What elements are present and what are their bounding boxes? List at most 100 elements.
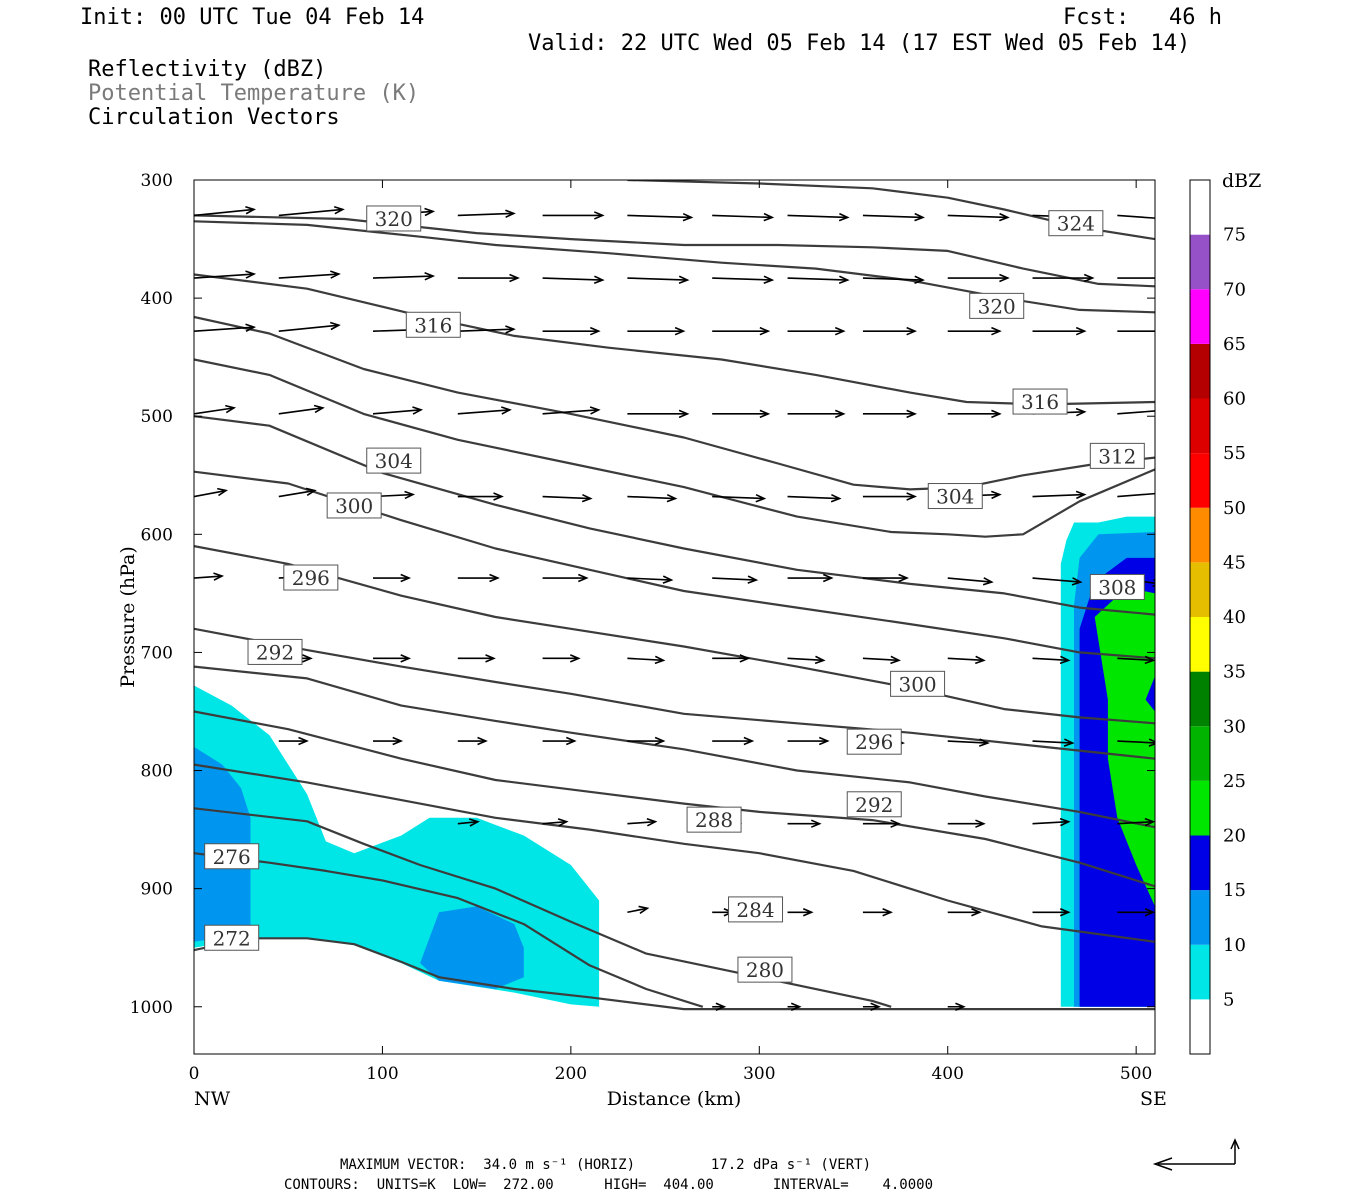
colorbar-level-label: 50 — [1223, 498, 1246, 519]
colorbar-frame — [1189, 179, 1211, 1055]
x-tick-label: 400 — [931, 1064, 963, 1084]
isentrope-label-text: 304 — [936, 485, 974, 509]
isentrope-label-text: 296 — [292, 566, 330, 590]
circulation-vector — [457, 273, 520, 283]
colorbar-swatch — [1190, 343, 1210, 399]
colorbar-swatch — [1190, 780, 1210, 836]
circulation-vector — [278, 487, 317, 498]
isentrope-label-box — [728, 896, 784, 923]
circulation-vector — [712, 575, 759, 584]
isentrope-label-box — [1048, 210, 1104, 237]
colorbar-level-label: 40 — [1223, 607, 1246, 628]
isentrope-label: 272 — [204, 924, 260, 951]
circulation-vector — [787, 655, 826, 665]
isentrope-label-box — [1089, 442, 1145, 469]
x-tick-label: 500 — [1120, 1064, 1152, 1084]
field-circulation-vectors: Circulation Vectors — [88, 105, 340, 130]
circulation-vector — [947, 577, 994, 586]
circulation-vector — [947, 738, 990, 747]
colorbar-swatch — [1190, 234, 1210, 290]
circulation-vector — [542, 326, 601, 336]
colorbar-swatch — [1190, 999, 1210, 1054]
circulation-vector — [627, 275, 690, 285]
circulation-vector — [862, 819, 901, 828]
colorbar-swatch — [1190, 944, 1210, 1000]
isentrope-label-text: 316 — [414, 313, 452, 337]
circulation-vector — [278, 270, 341, 279]
reflectivity-d10-region — [420, 906, 524, 989]
circulation-vector — [787, 908, 814, 917]
isentrope-label-text: 288 — [695, 808, 733, 832]
isentrope-label: 320 — [969, 292, 1025, 319]
isentrope-312 — [194, 358, 1155, 538]
colorbar-level-label: 30 — [1223, 716, 1246, 737]
colorbar-level-label: 45 — [1223, 552, 1246, 573]
circulation-vector — [787, 409, 846, 419]
circulation-vector — [862, 409, 917, 419]
isentrope-296 — [194, 627, 1155, 760]
circulation-vector — [712, 654, 751, 663]
circulation-vector — [373, 736, 404, 746]
circulation-vector — [862, 573, 909, 583]
colorbar-level-label: 65 — [1223, 334, 1246, 355]
circulation-vector — [194, 572, 225, 581]
circulation-vector — [542, 736, 577, 746]
field-reflectivity: Reflectivity (dBZ) — [88, 57, 327, 82]
isentrope-label-box — [204, 924, 260, 951]
circulation-vector — [372, 406, 424, 415]
isentrope-label-text: 292 — [256, 640, 294, 664]
isentrope-label-box — [1089, 573, 1145, 600]
circulation-vector — [542, 406, 601, 415]
circulation-vector — [1032, 577, 1083, 586]
colorbar-swatch — [1190, 671, 1210, 727]
nw-end-label: NW — [194, 1088, 231, 1110]
circulation-vector — [542, 275, 605, 285]
x-tick-label: 0 — [189, 1064, 200, 1084]
colorbar-swatch — [1190, 289, 1210, 344]
isentrope-label: 292 — [247, 638, 303, 665]
reference-vector-icon — [1152, 1138, 1240, 1171]
colorbar-title: dBZ — [1222, 170, 1261, 192]
colorbar-swatch — [1190, 507, 1210, 563]
isentrope-label: 304 — [366, 447, 422, 474]
circulation-vector — [194, 487, 229, 498]
colorbar-level-label: 25 — [1223, 771, 1246, 792]
colorbar-level-label: 55 — [1223, 443, 1246, 464]
forecast-hour: Fcst: 46 h — [1063, 5, 1222, 30]
circulation-vector — [1032, 273, 1095, 283]
circulation-vector — [627, 493, 678, 503]
init-time: Init: 00 UTC Tue 04 Feb 14 — [80, 5, 425, 30]
colorbar-swatch — [1190, 453, 1210, 508]
circulation-vector — [457, 325, 516, 334]
x-axis-label: Distance (km) — [607, 1088, 742, 1110]
circulation-vector — [862, 655, 901, 665]
circulation-vector — [712, 409, 771, 419]
colorbar-swatch — [1190, 726, 1210, 781]
circulation-vector — [947, 212, 1010, 222]
colorbar-swatch — [1190, 617, 1210, 672]
circulation-vector — [787, 736, 830, 746]
circulation-vector — [947, 326, 1002, 336]
isentrope-label-text: 308 — [1098, 575, 1136, 599]
circulation-vector — [712, 326, 771, 336]
isentrope-label-box — [969, 292, 1025, 319]
isentrope-label: 284 — [728, 896, 784, 923]
isentrope-300 — [194, 545, 1155, 725]
isentrope-292 — [194, 665, 1155, 829]
isentrope-284 — [194, 763, 1155, 943]
isentrope-308 — [194, 415, 1155, 616]
circulation-vector — [627, 326, 686, 336]
circulation-vector — [862, 275, 925, 285]
circulation-vector — [712, 736, 755, 746]
circulation-vector — [1032, 908, 1071, 917]
isentrope-label: 320 — [366, 205, 422, 232]
circulation-vector — [712, 1002, 727, 1011]
circulation-vector — [862, 492, 917, 501]
circulation-vector — [194, 270, 257, 279]
isentrope-label-text: 300 — [898, 672, 936, 696]
isentrope-label-text: 276 — [213, 845, 251, 869]
circulation-vector — [787, 493, 842, 503]
plot-frame — [193, 179, 1156, 1055]
circulation-vector — [194, 323, 257, 332]
